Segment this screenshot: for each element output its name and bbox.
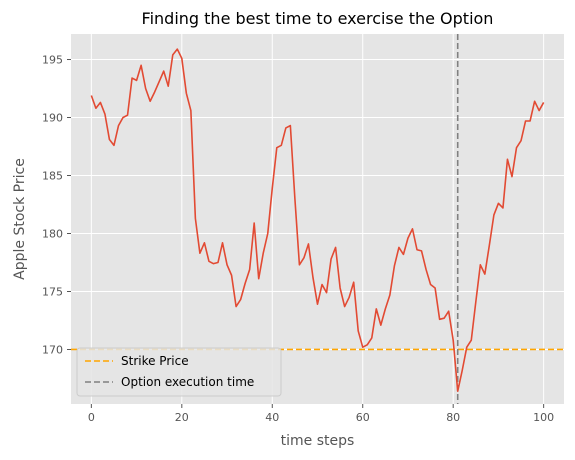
x-tick-label: 0 <box>88 411 95 424</box>
y-tick-label: 190 <box>42 112 63 125</box>
y-tick-label: 180 <box>42 227 63 240</box>
grid <box>71 34 564 404</box>
chart-title: Finding the best time to exercise the Op… <box>142 9 494 28</box>
x-tick-label: 80 <box>446 411 460 424</box>
y-tick-label: 175 <box>42 285 63 298</box>
y-axis-label: Apple Stock Price <box>12 158 28 280</box>
legend-label: Strike Price <box>121 354 189 368</box>
legend-box <box>76 347 282 397</box>
x-tick-label: 20 <box>175 411 189 424</box>
y-tick-label: 170 <box>42 343 63 356</box>
price-series-line <box>90 48 545 393</box>
series-layer <box>90 48 545 393</box>
x-tick-label: 40 <box>265 411 279 424</box>
x-axis-label: time steps <box>281 433 355 449</box>
x-tick-label: 100 <box>533 411 554 424</box>
legend-label: Option execution time <box>121 375 254 389</box>
y-tick-label: 185 <box>42 170 63 183</box>
x-tick-label: 60 <box>356 411 370 424</box>
ticks: 0 20 40 60 80 100 170 175 180 185 190 195 <box>42 54 554 424</box>
y-tick-label: 195 <box>42 54 63 67</box>
legend: Strike Price Option execution time <box>76 347 282 397</box>
